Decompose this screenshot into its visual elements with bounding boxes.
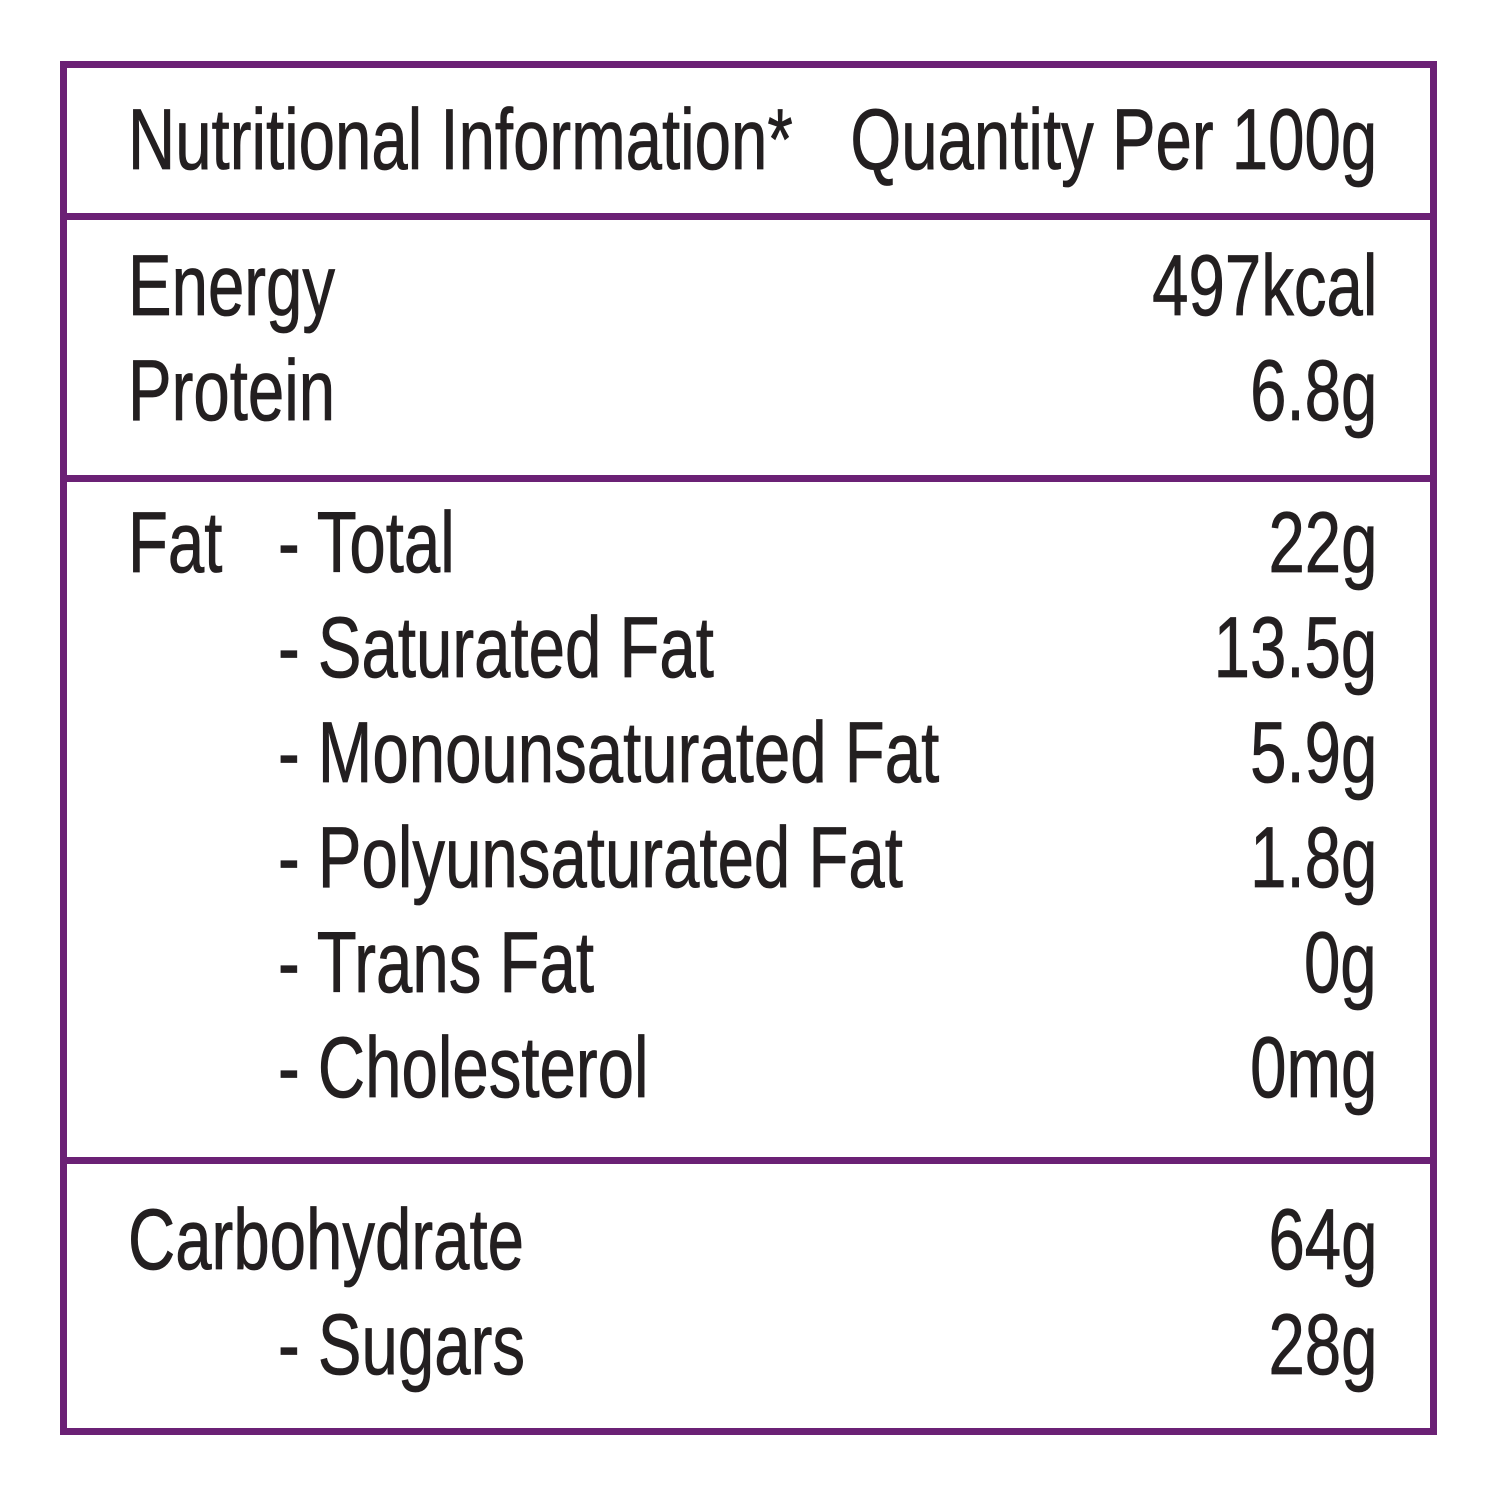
- table-row: - Sugars 28g: [67, 1293, 1430, 1398]
- table-row: Energy 497kcal: [67, 234, 1430, 339]
- nutrient-value: 22g: [1267, 495, 1378, 592]
- nutrient-label: - Cholesterol: [278, 1020, 649, 1117]
- nutrient-value: 13.5g: [1213, 600, 1377, 697]
- nutrient-value: 497kcal: [1151, 238, 1377, 335]
- nutrient-label: - Polyunsaturated Fat: [278, 810, 903, 907]
- nutrient-value: 5.9g: [1249, 705, 1377, 802]
- carbohydrate-section: Carbohydrate 64g - Sugars 28g: [67, 1164, 1430, 1428]
- nutrient-label: - Total: [278, 495, 455, 592]
- nutrient-value: 1.8g: [1249, 810, 1377, 907]
- nutrient-label: Protein: [128, 343, 336, 440]
- header-row: Nutritional Information* Quantity Per 10…: [67, 88, 1430, 193]
- table-row: - Cholesterol 0mg: [67, 1016, 1430, 1121]
- nutrient-label: - Monounsaturated Fat: [278, 705, 940, 802]
- nutrient-value: 0g: [1304, 915, 1377, 1012]
- nutrient-label: - Saturated Fat: [278, 600, 715, 697]
- quantity-per-label: Quantity Per 100g: [850, 92, 1377, 189]
- nutrient-value: 6.8g: [1249, 343, 1377, 440]
- table-row: - Polyunsaturated Fat 1.8g: [67, 806, 1430, 911]
- table-row: Carbohydrate 64g: [67, 1188, 1430, 1293]
- nutrient-value: 0mg: [1249, 1020, 1378, 1117]
- nutrient-label: - Sugars: [278, 1297, 526, 1394]
- fat-section: Fat - Total 22g - Saturated Fat 13.5g - …: [67, 482, 1430, 1164]
- header-section: Nutritional Information* Quantity Per 10…: [67, 68, 1430, 220]
- macronutrients-section: Energy 497kcal Protein 6.8g: [67, 220, 1430, 482]
- table-row: - Trans Fat 0g: [67, 911, 1430, 1016]
- nutrition-table: Nutritional Information* Quantity Per 10…: [60, 61, 1437, 1435]
- nutrient-label: Carbohydrate: [128, 1192, 525, 1289]
- table-row: Fat - Total 22g: [67, 491, 1430, 596]
- nutrient-group-label: Fat: [128, 495, 223, 592]
- nutrient-value: 28g: [1267, 1297, 1378, 1394]
- table-row: Protein 6.8g: [67, 339, 1430, 444]
- table-title: Nutritional Information*: [128, 92, 793, 189]
- table-row: - Monounsaturated Fat 5.9g: [67, 701, 1430, 806]
- table-row: - Saturated Fat 13.5g: [67, 596, 1430, 701]
- nutrient-value: 64g: [1267, 1192, 1378, 1289]
- nutrient-label: Energy: [128, 238, 336, 335]
- nutrient-label: - Trans Fat: [278, 915, 595, 1012]
